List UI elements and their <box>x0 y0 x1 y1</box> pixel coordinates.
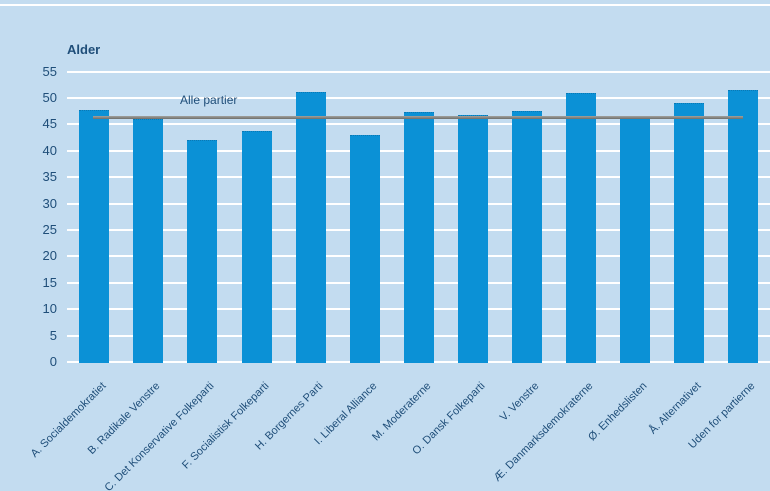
y-tick-label-30: 30 <box>42 195 57 211</box>
y-tick-label-10: 10 <box>42 301 57 317</box>
bar-7 <box>403 112 434 363</box>
gridline-y-50 <box>67 97 770 99</box>
y-tick-label-40: 40 <box>42 142 57 158</box>
gridline-y-55 <box>67 70 770 73</box>
bar-5 <box>295 91 326 363</box>
reference-line-label: Alle partier <box>180 93 238 107</box>
y-tick-label-55: 55 <box>42 63 57 79</box>
y-axis-title: Alder <box>67 42 101 57</box>
x-category-label-1: A. Socialdemokratiet <box>28 380 109 460</box>
top-divider-line <box>0 4 770 6</box>
reference-line <box>93 116 744 120</box>
y-tick-label-35: 35 <box>42 169 57 185</box>
bar-8 <box>457 114 488 363</box>
y-tick-label-5: 5 <box>49 327 57 343</box>
y-tick-label-45: 45 <box>42 116 57 132</box>
bar-9 <box>511 111 542 363</box>
bar-10 <box>566 93 597 363</box>
y-tick-label-15: 15 <box>42 274 57 290</box>
y-tick-label-25: 25 <box>42 222 57 237</box>
bar-2 <box>133 119 164 363</box>
y-tick-label-0: 0 <box>49 354 57 369</box>
bar-13 <box>728 90 759 363</box>
bar-6 <box>349 135 380 363</box>
y-tick-label-20: 20 <box>42 248 57 264</box>
y-tick-label-50: 50 <box>42 90 57 105</box>
bar-1 <box>79 110 110 363</box>
bar-4 <box>241 131 272 363</box>
bar-11 <box>620 117 651 363</box>
bar-12 <box>674 102 705 363</box>
bar-3 <box>187 140 218 363</box>
